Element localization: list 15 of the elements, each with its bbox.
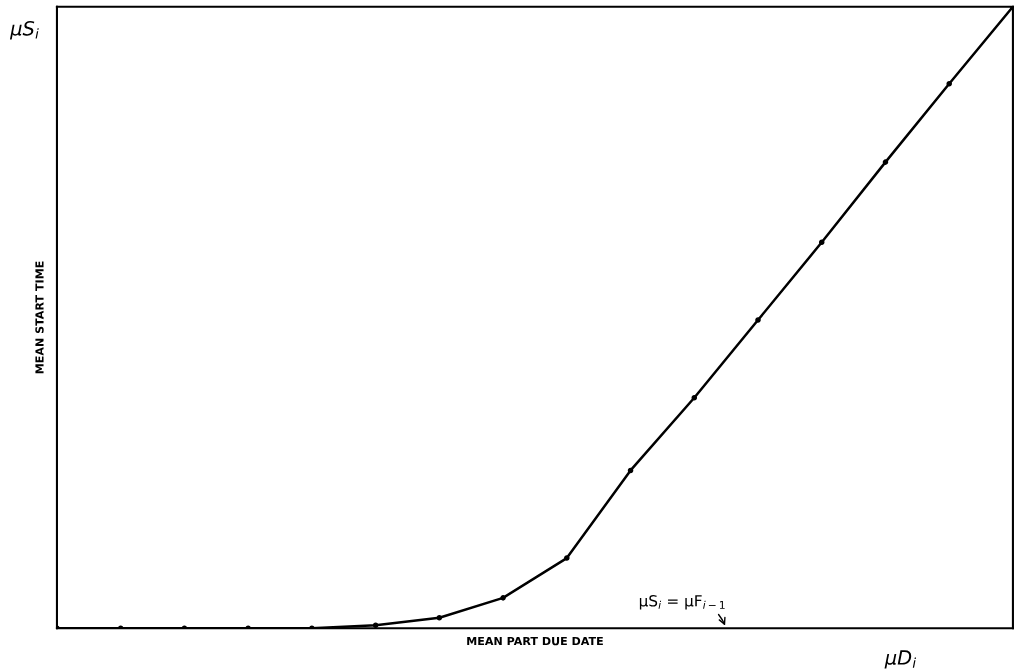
point — [946, 81, 952, 87]
text: μD$_{i}$ — [884, 650, 917, 669]
point — [372, 622, 379, 628]
point — [500, 595, 506, 601]
point — [627, 467, 634, 474]
point — [564, 555, 570, 561]
annotation: μS$_{i}$ = μF$_{i−1}$ — [639, 595, 725, 610]
point — [755, 317, 761, 323]
point — [691, 394, 698, 401]
point — [436, 614, 443, 621]
point — [818, 239, 825, 246]
y-axis-title: MEAN START TIME — [35, 261, 44, 374]
x-axis-title: MEAN PART DUE DATE — [467, 637, 603, 646]
text: μS$_{i}$ — [9, 20, 39, 40]
point — [882, 159, 889, 165]
